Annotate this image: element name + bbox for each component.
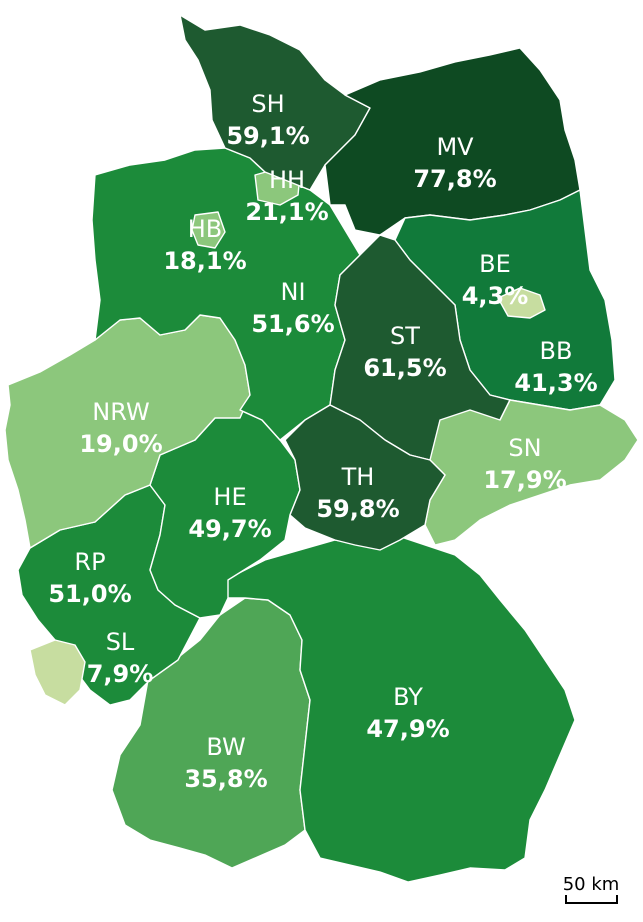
state-value-ni: 51,6% (251, 310, 334, 338)
state-value-hb: 18,1% (163, 247, 246, 275)
state-value-st: 61,5% (363, 354, 446, 382)
state-value-sh: 59,1% (226, 122, 309, 150)
scale-bar: 50 km (563, 874, 620, 904)
state-hb[interactable] (191, 211, 226, 249)
state-value-mv: 77,8% (413, 165, 496, 193)
state-shapes (4, 14, 639, 883)
state-labels: SH 59,1% HH 21,1% MV 77,8% HB 18,1% NI 51,6% BE 4,3… (48, 90, 597, 793)
state-value-nrw: 19,0% (79, 430, 162, 458)
state-code-sl: SL (106, 628, 135, 656)
state-value-he: 49,7% (188, 515, 271, 543)
state-code-ni: NI (280, 278, 305, 306)
state-code-bw: BW (206, 733, 245, 761)
state-code-hb: HB (188, 215, 223, 243)
state-value-by: 47,9% (366, 715, 449, 743)
state-code-rp: RP (74, 548, 105, 576)
state-be[interactable] (497, 287, 546, 319)
state-code-th: TH (341, 463, 375, 491)
scale-bar-label: 50 km (563, 874, 620, 895)
scale-bar-line (565, 895, 618, 904)
state-value-sn: 17,9% (483, 466, 566, 494)
state-value-bw: 35,8% (184, 765, 267, 793)
state-code-be: BE (479, 250, 511, 278)
state-code-by: BY (393, 683, 423, 711)
state-code-mv: MV (436, 133, 474, 161)
state-value-be: 4,3% (462, 282, 529, 310)
state-sl[interactable] (29, 639, 86, 706)
state-code-nrw: NRW (92, 398, 149, 426)
state-code-bb: BB (540, 337, 573, 365)
state-value-th: 59,8% (316, 495, 399, 523)
state-code-sn: SN (508, 434, 541, 462)
state-by[interactable] (224, 534, 576, 883)
state-code-sh: SH (251, 90, 284, 118)
state-value-bb: 41,3% (514, 369, 597, 397)
state-value-rp: 51,0% (48, 580, 131, 608)
state-code-hh: HH (269, 166, 305, 194)
state-th[interactable] (284, 404, 446, 551)
state-code-he: HE (213, 483, 246, 511)
state-value-sl: 7,9% (87, 660, 154, 688)
state-value-hh: 21,1% (245, 198, 328, 226)
state-code-st: ST (390, 322, 420, 350)
